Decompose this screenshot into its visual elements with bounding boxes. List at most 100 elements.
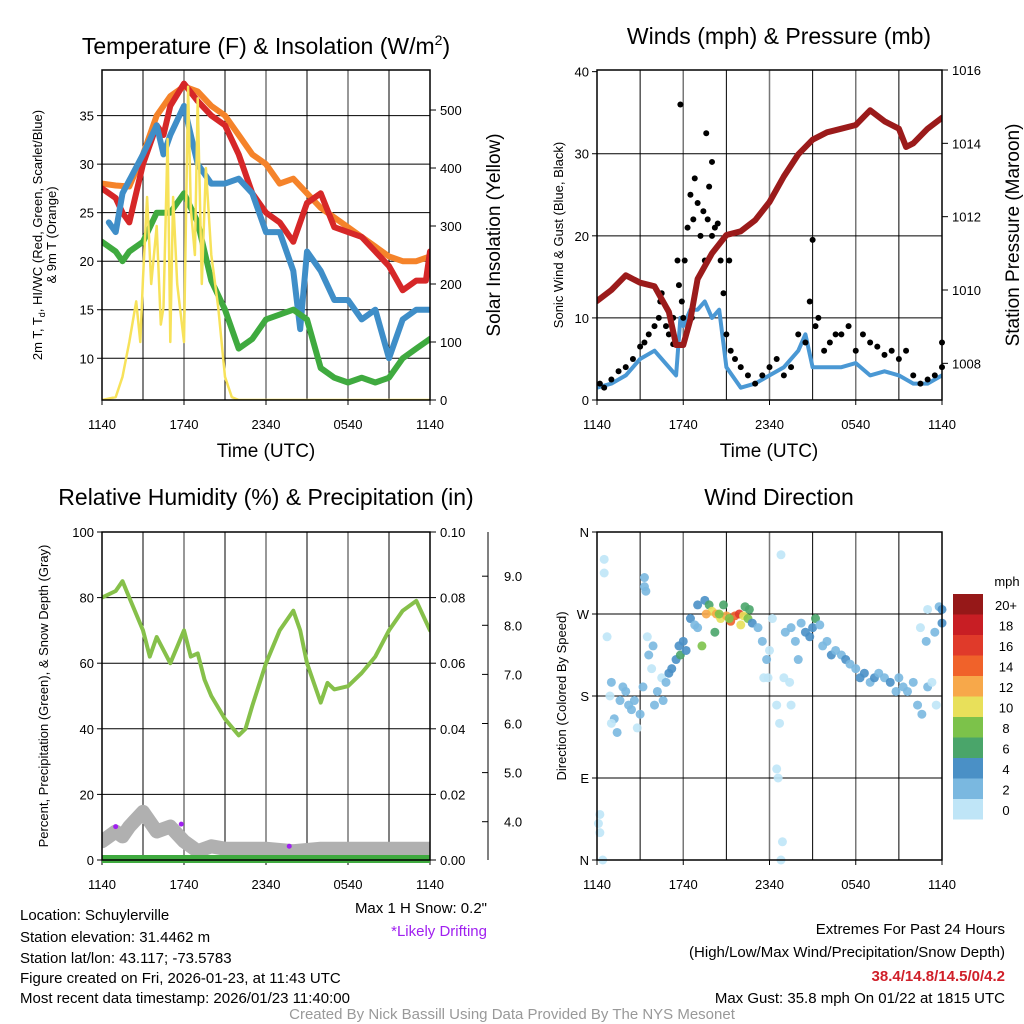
y2-tick-label: 1008 xyxy=(952,356,981,371)
wind-direction-point xyxy=(697,641,707,651)
wind-direction-point xyxy=(891,686,901,696)
wind-direction-point xyxy=(762,655,772,665)
gust-point xyxy=(888,347,895,354)
wind-direction-point xyxy=(724,614,734,624)
panel-3-grid xyxy=(592,531,943,865)
direction-panel-title: Wind Direction xyxy=(704,484,854,510)
plot-frame xyxy=(101,69,431,401)
wind-direction-point xyxy=(811,614,820,624)
wind-direction-point xyxy=(652,686,662,696)
y2-tick-label: 0.00 xyxy=(440,853,465,868)
y2-tick-label: 0.02 xyxy=(440,787,465,802)
wind-direction-point xyxy=(599,554,609,564)
x-tick-label: 2340 xyxy=(252,417,281,432)
extremes-subtitle: (High/Low/Max Wind/Precipitation/Snow De… xyxy=(689,944,1005,961)
temp-xlabel: Time (UTC) xyxy=(217,441,316,462)
series-solar-insolation-line xyxy=(102,85,430,400)
snow-depth-tick-label: 7.0 xyxy=(504,667,522,682)
series-station-pressure-line xyxy=(597,107,942,348)
legend-color-box xyxy=(953,655,983,676)
wind-direction-point xyxy=(714,609,724,619)
y2-tick-label: 300 xyxy=(440,219,462,234)
legend-label: 0 xyxy=(1002,803,1009,818)
wind-direction-point xyxy=(822,636,832,646)
extremes-title: Extremes For Past 24 Hours xyxy=(816,921,1005,938)
gust-point xyxy=(903,347,910,354)
x-tick-label: 1740 xyxy=(669,877,698,892)
gust-point xyxy=(677,101,684,108)
wind-direction-point xyxy=(641,586,651,596)
wind-direction-point xyxy=(638,682,648,692)
wind-direction-point xyxy=(639,573,649,583)
wind-direction-point xyxy=(644,650,654,660)
wind-direction-point xyxy=(710,627,720,637)
gust-point xyxy=(641,339,648,346)
rh-ylabel: Percent, Precipitation (Green), & Snow D… xyxy=(36,545,51,848)
wind-direction-point xyxy=(763,673,773,683)
legend-color-box xyxy=(953,737,983,758)
gust-point xyxy=(687,191,694,198)
gust-point xyxy=(795,331,802,338)
legend-label: 14 xyxy=(999,660,1013,675)
wind-direction-point xyxy=(793,655,803,665)
snow-depth-tick-label: 8.0 xyxy=(504,618,522,633)
x-tick-label: 1740 xyxy=(170,417,199,432)
drifting-marker xyxy=(178,821,184,827)
temp-ylabel-line2: & 9m T (Orange) xyxy=(44,186,59,283)
gust-point xyxy=(766,364,773,371)
drifting-marker xyxy=(113,824,119,830)
y2-tick-label: 1016 xyxy=(952,63,981,78)
wind-direction-point xyxy=(753,623,763,633)
wind-direction-point xyxy=(605,691,615,701)
wind-direction-point xyxy=(685,614,695,624)
gust-point xyxy=(703,130,710,137)
gust-point xyxy=(675,282,682,289)
gust-point xyxy=(720,290,727,297)
y-tick-label: 80 xyxy=(80,591,94,606)
wind-direction-point xyxy=(667,664,677,674)
solar-ylabel: Solar Insolation (Yellow) xyxy=(484,133,505,336)
y-tick-label: 0 xyxy=(582,393,589,408)
y-tick-label: 20 xyxy=(575,229,589,244)
wind-direction-point xyxy=(786,623,796,633)
legend-color-box xyxy=(953,778,983,799)
wind-direction-point xyxy=(647,664,657,674)
gust-point xyxy=(809,236,816,243)
x-tick-label: 2340 xyxy=(252,877,281,892)
gust-point xyxy=(727,347,734,354)
location: Location: Schuylerville xyxy=(20,907,169,924)
x-tick-label: 0540 xyxy=(334,417,363,432)
wind-direction-point xyxy=(719,600,728,610)
legend-color-box xyxy=(953,799,983,820)
legend-label: 18 xyxy=(999,619,1013,634)
y2-tick-label: 200 xyxy=(440,277,462,292)
gust-point xyxy=(629,355,636,362)
station-latlon: Station lat/lon: 43.117; -73.5783 xyxy=(20,950,232,967)
y-tick-label: 15 xyxy=(80,303,94,318)
gust-point xyxy=(812,323,819,330)
wind-direction-point xyxy=(621,686,631,696)
gust-point xyxy=(694,199,701,206)
gust-point xyxy=(601,384,608,391)
wind-direction-point xyxy=(786,700,796,710)
y2-tick-label: 1010 xyxy=(952,283,981,298)
gust-point xyxy=(684,224,691,231)
wind-direction-point xyxy=(772,764,782,774)
wind-direction-point xyxy=(773,773,783,783)
snow-depth-tick-label: 6.0 xyxy=(504,716,522,731)
legend-color-box xyxy=(953,717,983,738)
wind-direction-point xyxy=(632,723,642,733)
gust-point xyxy=(895,355,902,362)
wind-direction-point xyxy=(805,632,815,642)
gust-point xyxy=(802,339,809,346)
gust-point xyxy=(788,364,795,371)
gust-point xyxy=(806,298,813,305)
series-windchill-line xyxy=(105,102,430,362)
gust-point xyxy=(845,323,852,330)
y2-tick-label: 0 xyxy=(440,393,447,408)
gust-point xyxy=(917,380,924,387)
y-tick-label: 30 xyxy=(575,147,589,162)
gust-point xyxy=(752,380,759,387)
credit: Created By Nick Bassill Using Data Provi… xyxy=(289,1006,736,1023)
